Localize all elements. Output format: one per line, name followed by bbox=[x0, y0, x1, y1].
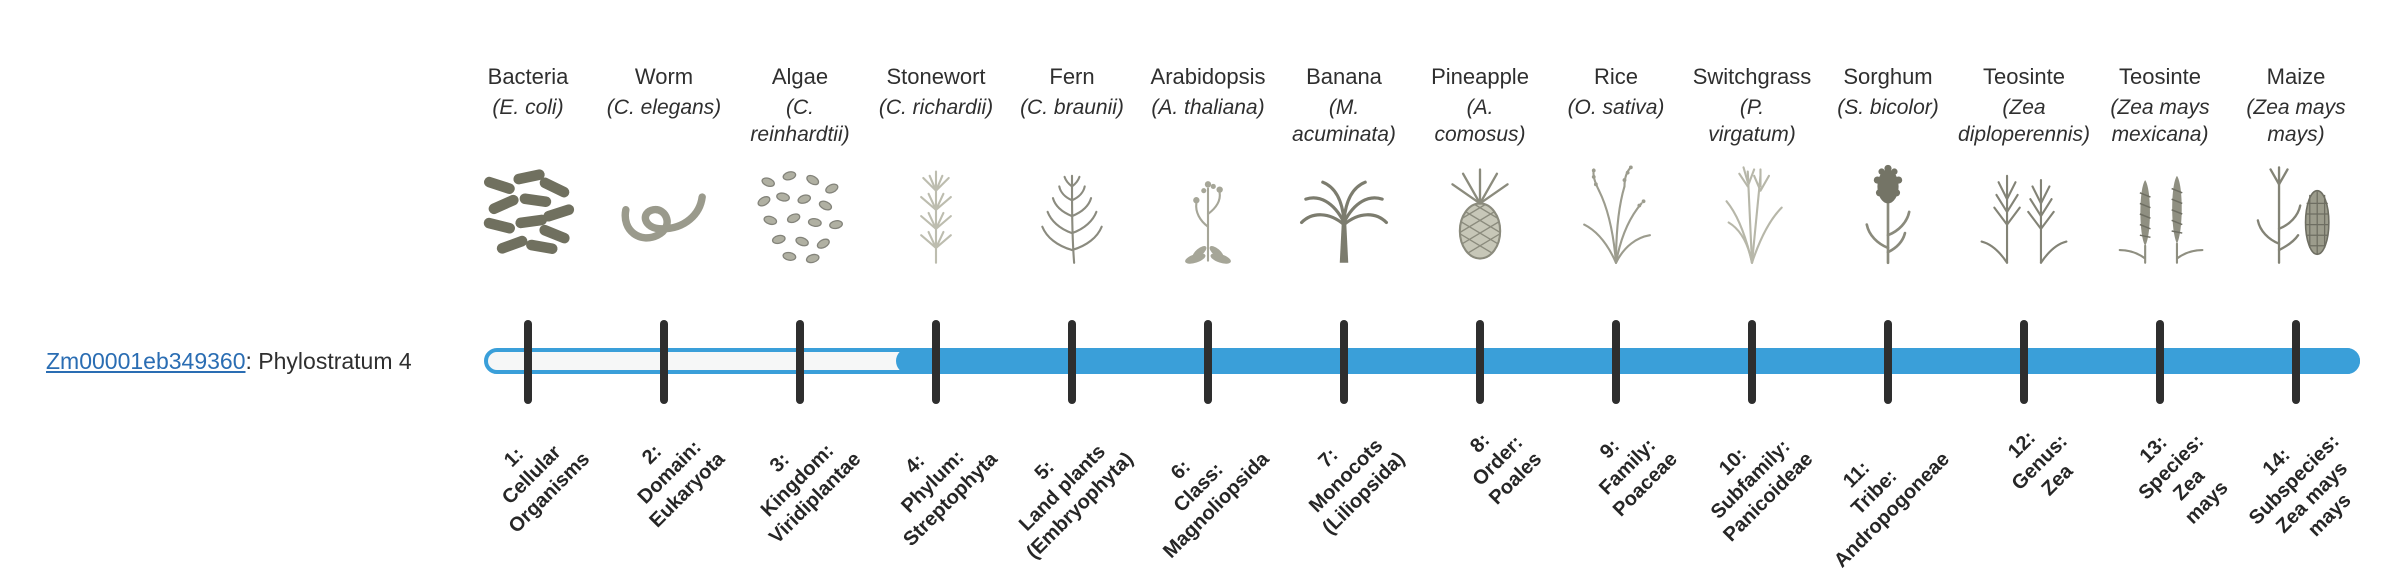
species-latin: (M. acuminata) bbox=[1292, 96, 1396, 146]
species-column-rice: Rice (O. sativa) bbox=[1541, 64, 1691, 270]
species-column-fern: Fern (C. braunii) bbox=[997, 64, 1147, 270]
species-latin: (C. braunii) bbox=[1020, 96, 1124, 119]
species-name: Worm bbox=[634, 64, 694, 89]
stratum-label-7: 7: Monocots (Liliopsida) bbox=[1305, 434, 1410, 540]
teosinte-diploperennis-icon bbox=[1967, 158, 2082, 270]
stonewort-icon bbox=[879, 158, 994, 270]
species-latin: (C. elegans) bbox=[606, 96, 722, 119]
stratum-label-12: 12: Genus: Zea bbox=[2004, 426, 2078, 501]
species-column-banana: Banana (M. acuminata) bbox=[1269, 64, 1419, 270]
phylostratum-tick-9 bbox=[1612, 320, 1620, 404]
species-name: Switchgrass bbox=[1692, 64, 1812, 89]
species-latin: (O. sativa) bbox=[1567, 96, 1665, 119]
species-column-sorghum: Sorghum (S. bicolor) bbox=[1813, 64, 1963, 270]
species-latin: (Zea mays mays) bbox=[2246, 96, 2346, 146]
species-name: Rice bbox=[1593, 64, 1638, 89]
species-latin: (P. virgatum) bbox=[1708, 96, 1796, 146]
species-latin: (Zea diploperennis) bbox=[1958, 96, 2090, 146]
phylostratum-tick-1 bbox=[524, 320, 532, 404]
stratum-label-14: 14: Subspecies: Zea mays mays bbox=[2245, 430, 2356, 542]
phylostratum-tick-6 bbox=[1204, 320, 1212, 404]
worm-icon bbox=[607, 158, 722, 270]
rice-icon bbox=[1559, 158, 1674, 270]
species-column-teosinte-diploperennis: Teosinte (Zea diploperennis) bbox=[1949, 64, 2099, 270]
gene-label: Zm00001eb349360: Phylostratum 4 bbox=[46, 348, 412, 374]
stratum-label-10: 10: Subfamily: Panicoideae bbox=[1706, 435, 1818, 547]
species-latin: (E. coli) bbox=[492, 96, 564, 119]
maize-icon bbox=[2239, 158, 2354, 270]
species-column-switchgrass: Switchgrass (P. virgatum) bbox=[1677, 64, 1827, 270]
phylostratum-tick-7 bbox=[1340, 320, 1348, 404]
phylostratum-tick-13 bbox=[2156, 320, 2164, 404]
arabidopsis-icon bbox=[1151, 158, 1266, 270]
gene-phylostratum-text: : Phylostratum 4 bbox=[245, 348, 412, 374]
phylostratum-tick-4 bbox=[932, 320, 940, 404]
species-latin: (Zea mays mexicana) bbox=[2110, 96, 2210, 146]
stratum-label-1: 1: Cellular Organisms bbox=[497, 441, 594, 538]
phylostratum-tick-8 bbox=[1476, 320, 1484, 404]
species-column-worm: Worm (C. elegans) bbox=[589, 64, 739, 270]
species-latin: (C. reinhardtii) bbox=[750, 96, 850, 146]
species-name: Teosinte bbox=[1983, 64, 2065, 89]
stratum-label-2: 2: Domain: Eukaryota bbox=[633, 436, 730, 533]
phylostratum-tick-5 bbox=[1068, 320, 1076, 404]
fern-icon bbox=[1015, 158, 1130, 270]
sorghum-icon bbox=[1831, 158, 1946, 270]
stratum-label-4: 4: Phylum: Streptophyta bbox=[896, 446, 1002, 551]
gene-link[interactable]: Zm00001eb349360 bbox=[46, 348, 246, 374]
stratum-label-5: 5: Land plants (Embryophyta) bbox=[1014, 440, 1138, 564]
species-name: Pineapple bbox=[1431, 64, 1529, 89]
species-column-pineapple: Pineapple (A. comosus) bbox=[1405, 64, 1555, 270]
species-column-maize: Maize (Zea mays mays) bbox=[2221, 64, 2371, 270]
stratum-label-11: 11: Tribe: Andropogoneae bbox=[1829, 448, 1954, 573]
phylostratum-tick-14 bbox=[2292, 320, 2300, 404]
pineapple-icon bbox=[1423, 158, 1538, 270]
phylostratum-tick-11 bbox=[1884, 320, 1892, 404]
species-latin: (C. richardii) bbox=[878, 96, 994, 119]
phylostratum-tick-12 bbox=[2020, 320, 2028, 404]
bacteria-icon bbox=[471, 158, 586, 270]
species-name: Bacteria bbox=[487, 64, 569, 89]
species-name: Sorghum bbox=[1843, 64, 1933, 89]
species-latin: (S. bicolor) bbox=[1837, 96, 1939, 119]
species-name: Teosinte bbox=[2119, 64, 2201, 89]
switchgrass-icon bbox=[1695, 158, 1810, 270]
species-column-stonewort: Stonewort (C. richardii) bbox=[861, 64, 1011, 270]
stratum-label-6: 6: Class: Magnoliopsida bbox=[1159, 448, 1274, 563]
species-name: Maize bbox=[2266, 64, 2326, 89]
stratum-label-9: 9: Family: Poaceae bbox=[1594, 434, 1682, 522]
stratum-label-3: 3: Kingdom: Viridiplantae bbox=[757, 439, 866, 549]
species-name: Stonewort bbox=[886, 64, 986, 89]
phylostrata-bar-fill bbox=[896, 348, 2360, 374]
species-name: Algae bbox=[771, 64, 829, 89]
teosinte-mexicana-icon bbox=[2103, 158, 2218, 270]
stratum-label-13: 13: Species: Zea mays bbox=[2134, 430, 2233, 529]
phylostratum-tick-2 bbox=[660, 320, 668, 404]
banana-icon bbox=[1287, 158, 1402, 270]
species-column-algae: Algae (C. reinhardtii) bbox=[725, 64, 875, 270]
phylostratum-tick-3 bbox=[796, 320, 804, 404]
algae-icon bbox=[743, 158, 858, 270]
species-column-teosinte-mexicana: Teosinte (Zea mays mexicana) bbox=[2085, 64, 2235, 270]
stratum-label-8: 8: Order: Poales bbox=[1465, 429, 1546, 510]
species-name: Arabidopsis bbox=[1150, 64, 1266, 89]
species-column-arabidopsis: Arabidopsis (A. thaliana) bbox=[1133, 64, 1283, 270]
phylostratum-tick-10 bbox=[1748, 320, 1756, 404]
species-name: Fern bbox=[1049, 64, 1095, 89]
species-column-bacteria: Bacteria (E. coli) bbox=[453, 64, 603, 270]
species-latin: (A. comosus) bbox=[1434, 96, 1526, 146]
species-name: Banana bbox=[1306, 64, 1382, 89]
species-latin: (A. thaliana) bbox=[1151, 96, 1265, 119]
